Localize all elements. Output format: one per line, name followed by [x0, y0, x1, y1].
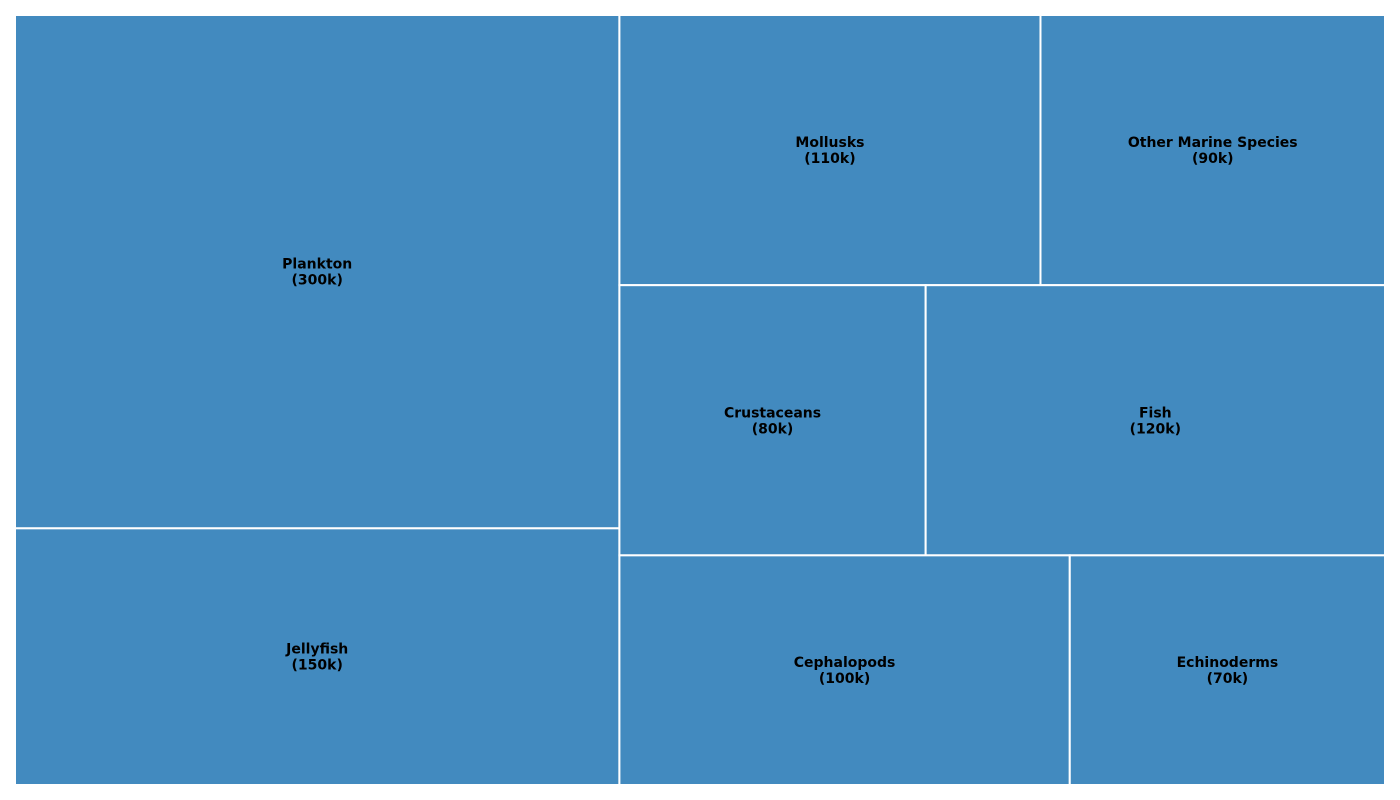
tile-name-crustaceans: Crustaceans [724, 405, 821, 421]
tile-echinoderms [1068, 554, 1387, 787]
tile-value-other-marine-species: (90k) [1192, 151, 1234, 167]
tile-cephalopods [618, 554, 1071, 787]
tile-value-crustaceans: (80k) [752, 421, 794, 437]
tile-other-marine-species [1039, 14, 1387, 287]
treemap-tiles: Plankton (300k) Jellyfish (150k) Mollusks (11… [14, 14, 1387, 787]
tile-label-echinoderms: Echinoderms (70k) [1177, 655, 1279, 687]
tile-name-other-marine-species: Other Marine Species [1128, 135, 1298, 151]
tile-plankton [14, 14, 621, 530]
tile-value-plankton: (300k) [292, 273, 343, 289]
tile-name-cephalopods: Cephalopods [794, 655, 896, 671]
tile-name-fish: Fish [1139, 405, 1172, 421]
tile-label-fish: Fish (120k) [1130, 405, 1181, 437]
tile-name-plankton: Plankton [282, 257, 352, 273]
tile-value-echinoderms: (70k) [1207, 671, 1249, 687]
tile-label-cephalopods: Cephalopods (100k) [794, 655, 896, 687]
tile-fish [924, 284, 1386, 557]
tile-label-plankton: Plankton (300k) [282, 257, 352, 289]
tile-value-fish: (120k) [1130, 421, 1181, 437]
tile-value-mollusks: (110k) [804, 151, 855, 167]
tile-value-cephalopods: (100k) [819, 671, 870, 687]
tile-label-crustaceans: Crustaceans (80k) [724, 405, 821, 437]
tile-jellyfish [14, 527, 621, 786]
tile-label-jellyfish: Jellyfish (150k) [285, 642, 348, 674]
tile-name-mollusks: Mollusks [795, 135, 864, 151]
tile-crustaceans [618, 284, 927, 557]
tile-name-jellyfish: Jellyfish [285, 642, 348, 658]
tile-mollusks [618, 14, 1042, 287]
tile-label-other-marine-species: Other Marine Species (90k) [1128, 135, 1298, 167]
tile-value-jellyfish: (150k) [292, 658, 343, 674]
tile-name-echinoderms: Echinoderms [1177, 655, 1279, 671]
tile-label-mollusks: Mollusks (110k) [795, 135, 864, 167]
